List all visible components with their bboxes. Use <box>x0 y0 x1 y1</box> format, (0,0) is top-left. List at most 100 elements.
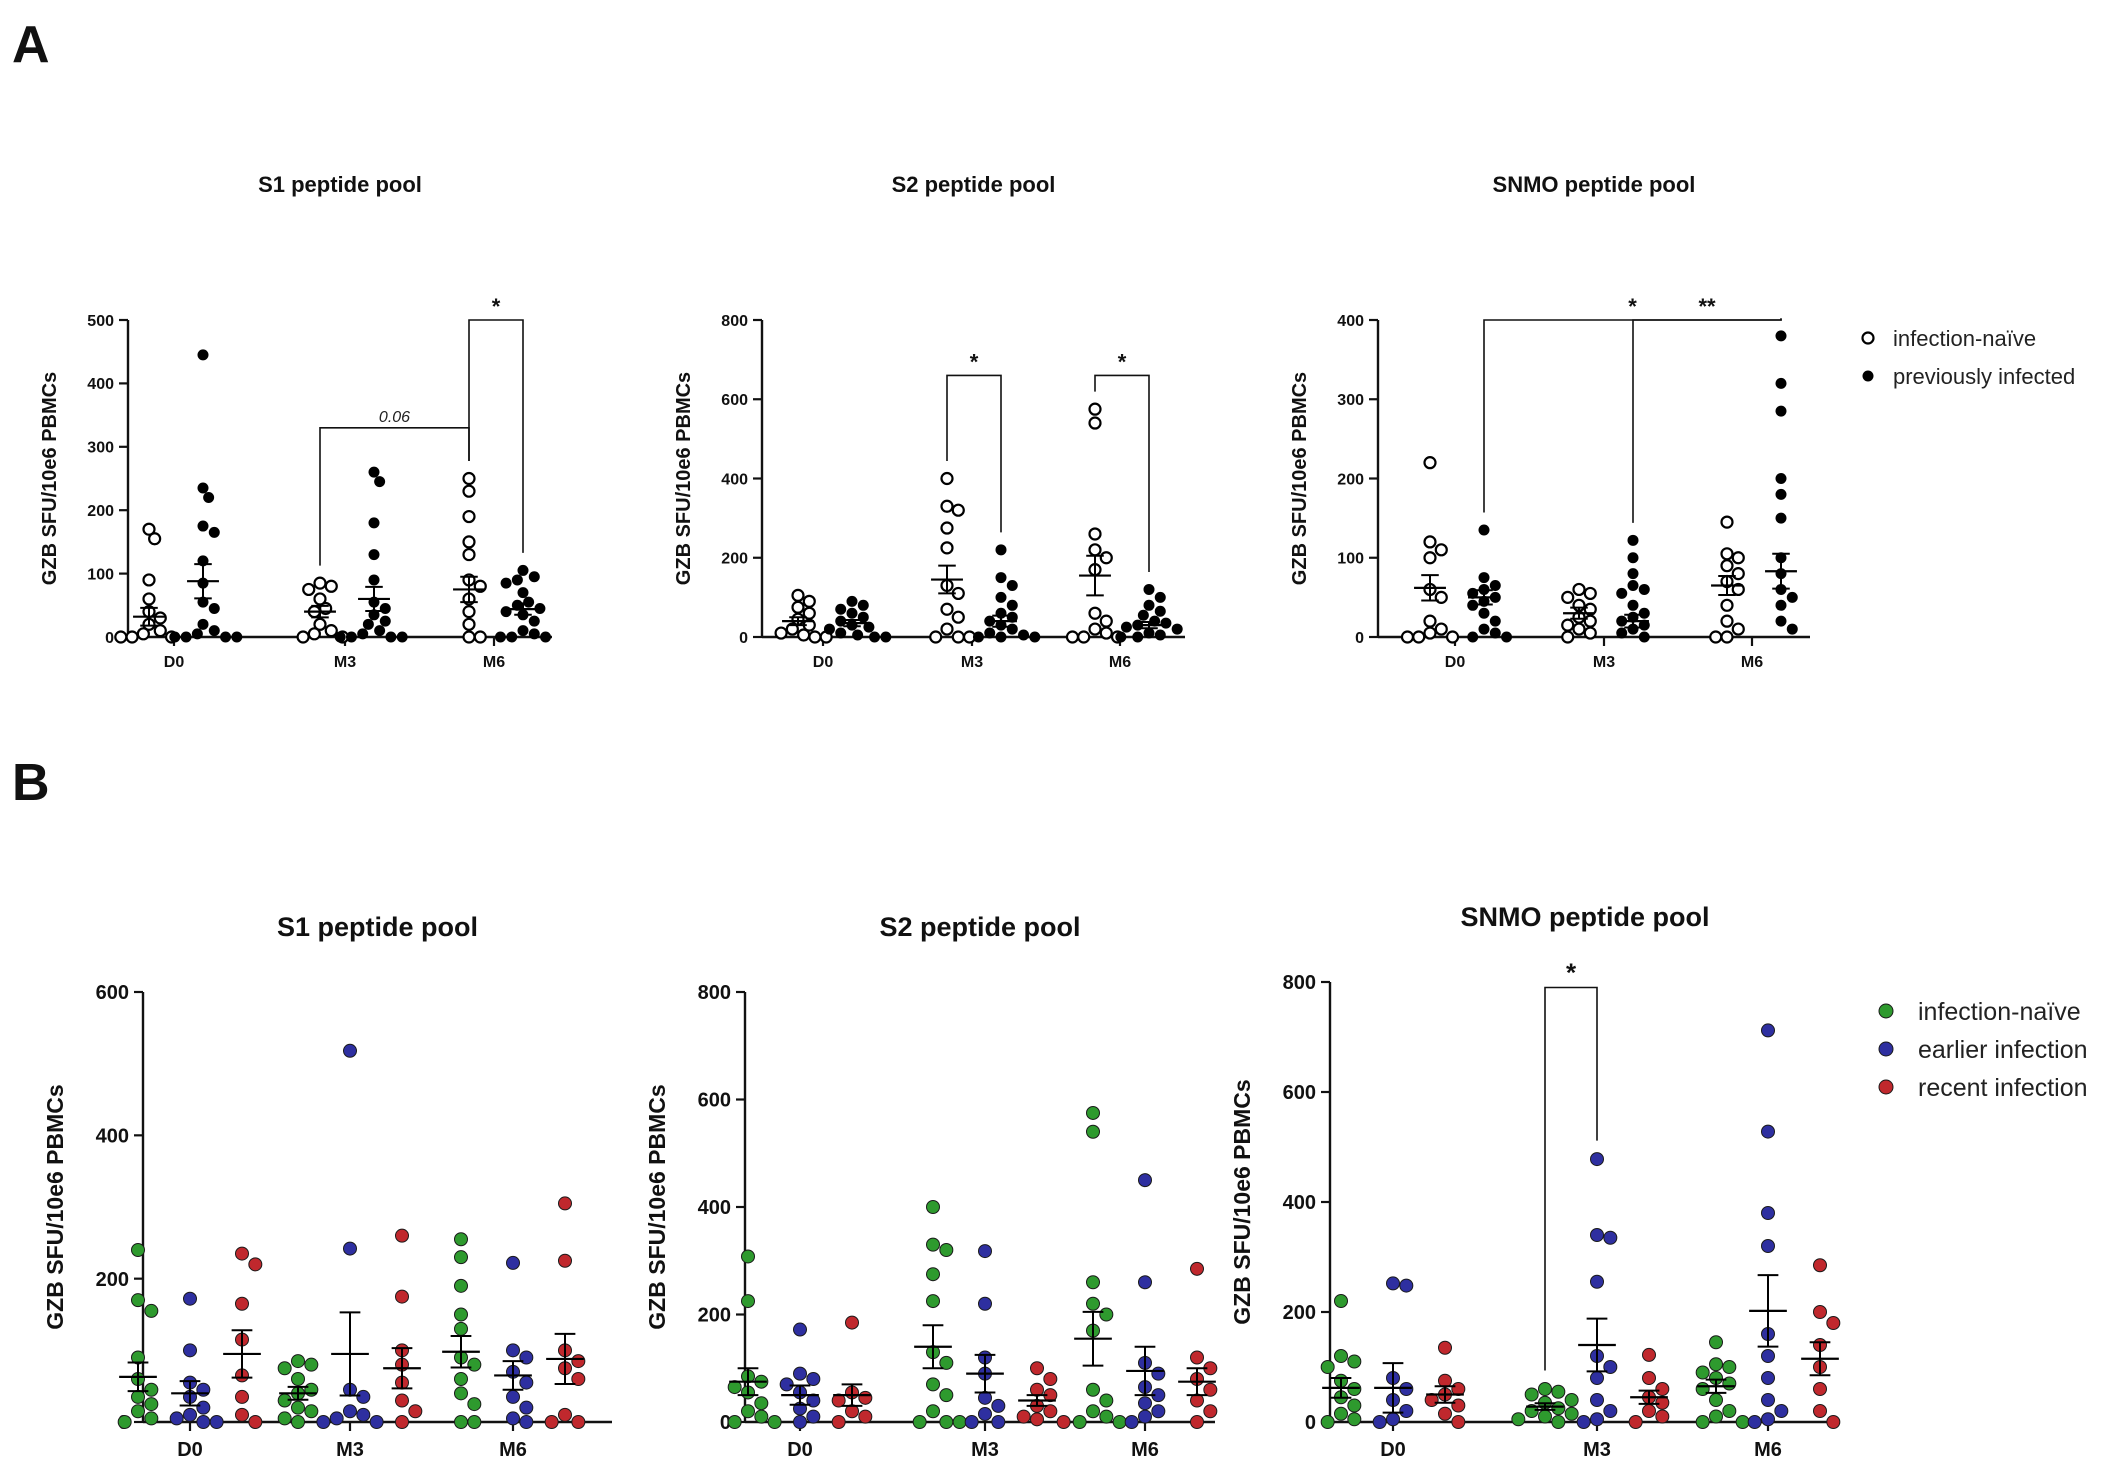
data-point <box>462 630 476 644</box>
data-point <box>395 1415 409 1429</box>
data-point <box>1151 1404 1166 1419</box>
data-point <box>1088 622 1102 636</box>
data-point <box>1143 627 1155 639</box>
data-point <box>806 1372 821 1386</box>
data-point <box>511 574 523 586</box>
y-tick-label: 0 <box>720 1412 731 1434</box>
data-point <box>1720 630 1734 644</box>
data-point <box>540 631 552 643</box>
chart-title: S2 peptide pool <box>892 172 1056 197</box>
data-point <box>136 627 150 641</box>
data-point <box>291 1415 305 1429</box>
data-point <box>1438 1406 1452 1421</box>
data-point <box>1386 1412 1400 1427</box>
data-point <box>528 628 540 640</box>
data-point <box>1016 1409 1031 1424</box>
data-point <box>368 574 380 586</box>
data-point <box>1572 622 1586 636</box>
chart-title: S1 peptide pool <box>277 912 478 942</box>
data-point <box>1761 1124 1775 1139</box>
data-point <box>1203 1404 1218 1419</box>
data-point <box>880 631 892 643</box>
data-point <box>926 1294 940 1309</box>
data-point <box>1561 618 1575 632</box>
data-point <box>1642 1347 1656 1362</box>
data-point <box>343 1241 357 1256</box>
data-point <box>517 625 529 637</box>
data-point <box>1478 572 1490 584</box>
data-point <box>506 1411 520 1426</box>
data-point <box>808 630 822 644</box>
data-point <box>1489 579 1501 591</box>
x-tick-label: M6 <box>1754 1439 1782 1461</box>
data-point <box>131 1293 145 1308</box>
y-tick-label: 400 <box>698 1197 731 1219</box>
data-point <box>1099 614 1113 628</box>
significance-label: * <box>1118 349 1127 374</box>
data-point <box>1451 1398 1466 1413</box>
data-point <box>324 579 338 593</box>
data-point <box>197 349 209 361</box>
data-point <box>940 521 954 535</box>
chart-title: S2 peptide pool <box>879 912 1080 942</box>
data-point <box>831 1393 846 1408</box>
data-point <box>506 1255 520 1270</box>
data-point <box>1695 1415 1710 1429</box>
data-point <box>528 571 540 583</box>
data-point <box>940 622 954 636</box>
data-point <box>462 484 476 498</box>
data-point <box>231 631 243 643</box>
data-point <box>1583 614 1597 628</box>
y-tick-label: 600 <box>1283 1082 1316 1104</box>
legend-a-filled-marker <box>1862 370 1874 382</box>
data-point <box>1138 1396 1152 1411</box>
y-tick-label: 0 <box>1305 1412 1316 1434</box>
x-tick-label: M3 <box>1583 1439 1611 1461</box>
y-tick-label: 300 <box>87 440 114 457</box>
data-point <box>1072 1415 1087 1429</box>
data-point <box>277 1411 292 1426</box>
data-point <box>1203 1382 1218 1397</box>
data-point <box>1372 1415 1387 1429</box>
data-point <box>1720 614 1734 628</box>
data-point <box>1171 623 1183 635</box>
data-point <box>978 1406 992 1421</box>
data-point <box>517 587 529 599</box>
data-point <box>368 549 380 561</box>
x-tick-label: M3 <box>961 654 983 671</box>
data-point <box>940 541 954 555</box>
y-tick-label: 600 <box>698 1090 731 1112</box>
data-point <box>964 1415 979 1429</box>
data-point <box>1132 631 1144 643</box>
data-point <box>1160 617 1172 629</box>
legend-b-label-0: infection-naïve <box>1918 998 2081 1026</box>
data-point <box>1786 591 1798 603</box>
data-point <box>951 503 965 517</box>
data-point <box>1761 1371 1775 1385</box>
data-point <box>144 1303 159 1318</box>
y-tick-label: 200 <box>96 1269 129 1291</box>
y-tick-label: 100 <box>1337 551 1364 568</box>
data-point <box>1761 1239 1775 1253</box>
data-point <box>846 595 858 607</box>
data-point <box>1086 1124 1100 1139</box>
data-point <box>313 576 327 590</box>
y-tick-label: 800 <box>721 313 748 330</box>
data-point <box>494 631 506 643</box>
data-point <box>785 622 799 636</box>
data-point <box>793 1322 807 1337</box>
data-point <box>1451 1415 1466 1429</box>
y-tick-label: 200 <box>698 1305 731 1327</box>
data-point <box>296 630 310 644</box>
legend-b-label-1: earlier infection <box>1918 1036 2088 1064</box>
data-point <box>114 630 128 644</box>
y-axis-label: GZB SFU/10e6 PBMCs <box>644 1084 670 1329</box>
data-point <box>131 1389 145 1404</box>
data-point <box>571 1372 586 1386</box>
data-point <box>1088 527 1102 541</box>
data-point <box>1813 1258 1827 1273</box>
data-point <box>926 1237 940 1252</box>
data-point <box>1627 568 1639 580</box>
data-point <box>852 629 864 641</box>
data-point <box>1731 566 1745 581</box>
